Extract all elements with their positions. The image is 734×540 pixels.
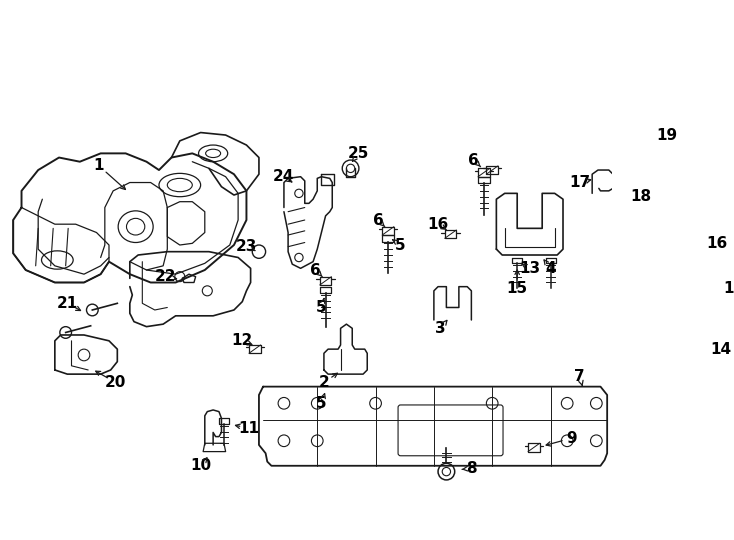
- Text: 6: 6: [310, 262, 321, 278]
- Text: 1: 1: [94, 158, 104, 173]
- Text: 25: 25: [348, 146, 370, 161]
- Text: 15: 15: [506, 281, 528, 296]
- Text: 6: 6: [468, 152, 479, 167]
- Text: 13: 13: [519, 261, 540, 276]
- Text: 10: 10: [190, 458, 211, 473]
- Text: 22: 22: [155, 269, 176, 284]
- Text: 15: 15: [723, 281, 734, 296]
- Text: 5: 5: [395, 238, 406, 253]
- Text: 16: 16: [427, 217, 448, 232]
- Text: 12: 12: [232, 333, 253, 348]
- Text: 19: 19: [657, 127, 677, 143]
- Text: 23: 23: [236, 239, 257, 254]
- Text: 21: 21: [57, 296, 78, 311]
- Text: 4: 4: [545, 261, 556, 276]
- Text: 8: 8: [466, 461, 476, 476]
- Text: 6: 6: [373, 213, 383, 227]
- Text: 17: 17: [569, 175, 590, 190]
- Text: 5: 5: [316, 396, 327, 411]
- Text: 24: 24: [273, 169, 294, 184]
- Text: 14: 14: [711, 342, 732, 356]
- Text: 2: 2: [319, 375, 330, 390]
- Text: 11: 11: [239, 421, 259, 436]
- Text: 18: 18: [630, 189, 651, 204]
- Text: 20: 20: [105, 375, 126, 390]
- Text: 5: 5: [316, 300, 327, 315]
- Text: 3: 3: [435, 321, 446, 336]
- Text: 9: 9: [566, 431, 577, 446]
- Text: 7: 7: [575, 369, 585, 384]
- Text: 16: 16: [707, 236, 727, 251]
